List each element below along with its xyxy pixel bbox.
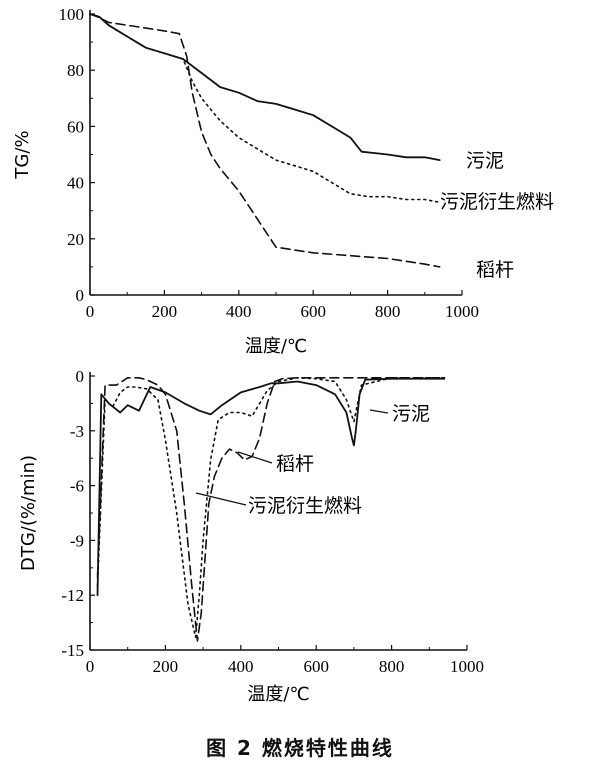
chart2-x-tick-label: 800 bbox=[379, 657, 405, 676]
figure-caption: 图 2 燃烧特性曲线 bbox=[206, 736, 394, 760]
chart2-label-pointer-2 bbox=[195, 492, 247, 506]
chart1-series-label-2: 污泥衍生燃料 bbox=[440, 191, 554, 213]
chart2-y-axis-label: DTG/(%/min) bbox=[18, 455, 39, 571]
chart2-x-tick-label: 400 bbox=[228, 657, 254, 676]
chart1-series-line-3 bbox=[89, 13, 441, 268]
chart2-x-tick-label: 0 bbox=[86, 657, 95, 676]
chart2-y-tick-label: -12 bbox=[61, 586, 84, 605]
chart1-series-label-3: 稻杆 bbox=[476, 259, 514, 281]
chart2-y-tick-label: -6 bbox=[70, 477, 84, 496]
chart2-x-tick-label: 1000 bbox=[450, 657, 484, 676]
chart1-series-label-1: 污泥 bbox=[466, 150, 504, 172]
chart2-series-line-1 bbox=[96, 377, 446, 597]
chart2-label-pointer-1 bbox=[369, 409, 389, 414]
chart1-x-axis-label: 温度/℃ bbox=[245, 336, 307, 357]
chart1-x-tick-label: 600 bbox=[300, 302, 326, 321]
chart1-x-tick-label: 0 bbox=[86, 302, 95, 321]
chart1-y-tick-label: 60 bbox=[67, 117, 84, 136]
chart1-x-tick-label: 1000 bbox=[445, 302, 479, 321]
chart1-y-tick-label: 80 bbox=[67, 61, 84, 80]
chart2-y-tick-label: -15 bbox=[61, 641, 84, 660]
chart2-series-line-2 bbox=[96, 377, 446, 638]
chart1-y-axis-label: TG/% bbox=[12, 130, 33, 179]
chart1-x-tick-label: 800 bbox=[375, 302, 401, 321]
chart2-x-tick-label: 200 bbox=[153, 657, 179, 676]
chart2-series-label-3: 稻杆 bbox=[276, 453, 314, 475]
chart1-x-tick-label: 200 bbox=[152, 302, 178, 321]
chart2-y-tick-label: -9 bbox=[70, 531, 84, 550]
chart1-series-line-1 bbox=[89, 13, 441, 161]
chart2-y-tick-label: 0 bbox=[76, 367, 85, 386]
chart1-x-tick-label: 400 bbox=[226, 302, 252, 321]
chart2-x-tick-label: 600 bbox=[303, 657, 329, 676]
chart2-y-tick-label: -3 bbox=[70, 422, 84, 441]
chart1-y-tick-label: 0 bbox=[76, 286, 85, 305]
chart1-y-tick-label: 100 bbox=[59, 5, 85, 24]
chart2-series-label-2: 污泥衍生燃料 bbox=[248, 495, 362, 517]
chart2-x-axis-label: 温度/℃ bbox=[247, 684, 309, 705]
chart1-series-line-2 bbox=[89, 13, 441, 204]
chart2-series-label-1: 污泥 bbox=[392, 403, 430, 425]
chart2-series-line-3 bbox=[96, 377, 446, 642]
chart2-label-pointer-3 bbox=[237, 451, 273, 464]
chart1-y-tick-label: 40 bbox=[67, 174, 84, 193]
chart1-y-tick-label: 20 bbox=[67, 230, 84, 249]
